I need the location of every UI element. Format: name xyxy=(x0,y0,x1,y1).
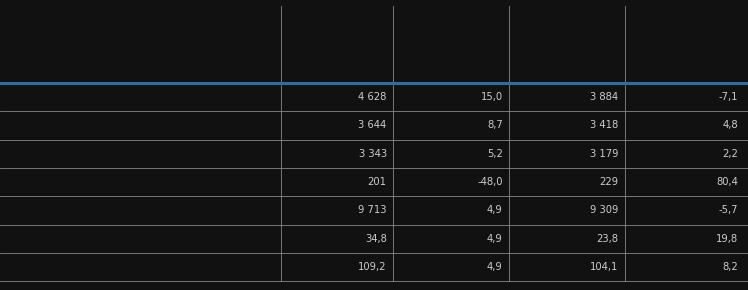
Text: 5,2: 5,2 xyxy=(487,149,503,159)
Text: 3 418: 3 418 xyxy=(590,120,619,130)
Text: 3 884: 3 884 xyxy=(590,92,619,102)
Text: 4,9: 4,9 xyxy=(487,205,503,215)
Text: 109,2: 109,2 xyxy=(358,262,387,272)
Text: 8,7: 8,7 xyxy=(487,120,503,130)
Text: -5,7: -5,7 xyxy=(719,205,738,215)
Text: 3 644: 3 644 xyxy=(358,120,387,130)
Text: 34,8: 34,8 xyxy=(365,234,387,244)
Text: 2,2: 2,2 xyxy=(723,149,738,159)
Text: 4 628: 4 628 xyxy=(358,92,387,102)
Text: -7,1: -7,1 xyxy=(719,92,738,102)
Text: 23,8: 23,8 xyxy=(597,234,619,244)
Text: 4,9: 4,9 xyxy=(487,234,503,244)
Text: 104,1: 104,1 xyxy=(590,262,619,272)
Text: 229: 229 xyxy=(599,177,619,187)
Text: 80,4: 80,4 xyxy=(717,177,738,187)
Text: 9 309: 9 309 xyxy=(590,205,619,215)
Text: 4,9: 4,9 xyxy=(487,262,503,272)
Text: 3 179: 3 179 xyxy=(590,149,619,159)
Text: 201: 201 xyxy=(368,177,387,187)
Text: -48,0: -48,0 xyxy=(477,177,503,187)
Text: 4,8: 4,8 xyxy=(723,120,738,130)
Text: 15,0: 15,0 xyxy=(480,92,503,102)
Text: 19,8: 19,8 xyxy=(716,234,738,244)
Text: 3 343: 3 343 xyxy=(358,149,387,159)
Text: 9 713: 9 713 xyxy=(358,205,387,215)
Text: 8,2: 8,2 xyxy=(723,262,738,272)
